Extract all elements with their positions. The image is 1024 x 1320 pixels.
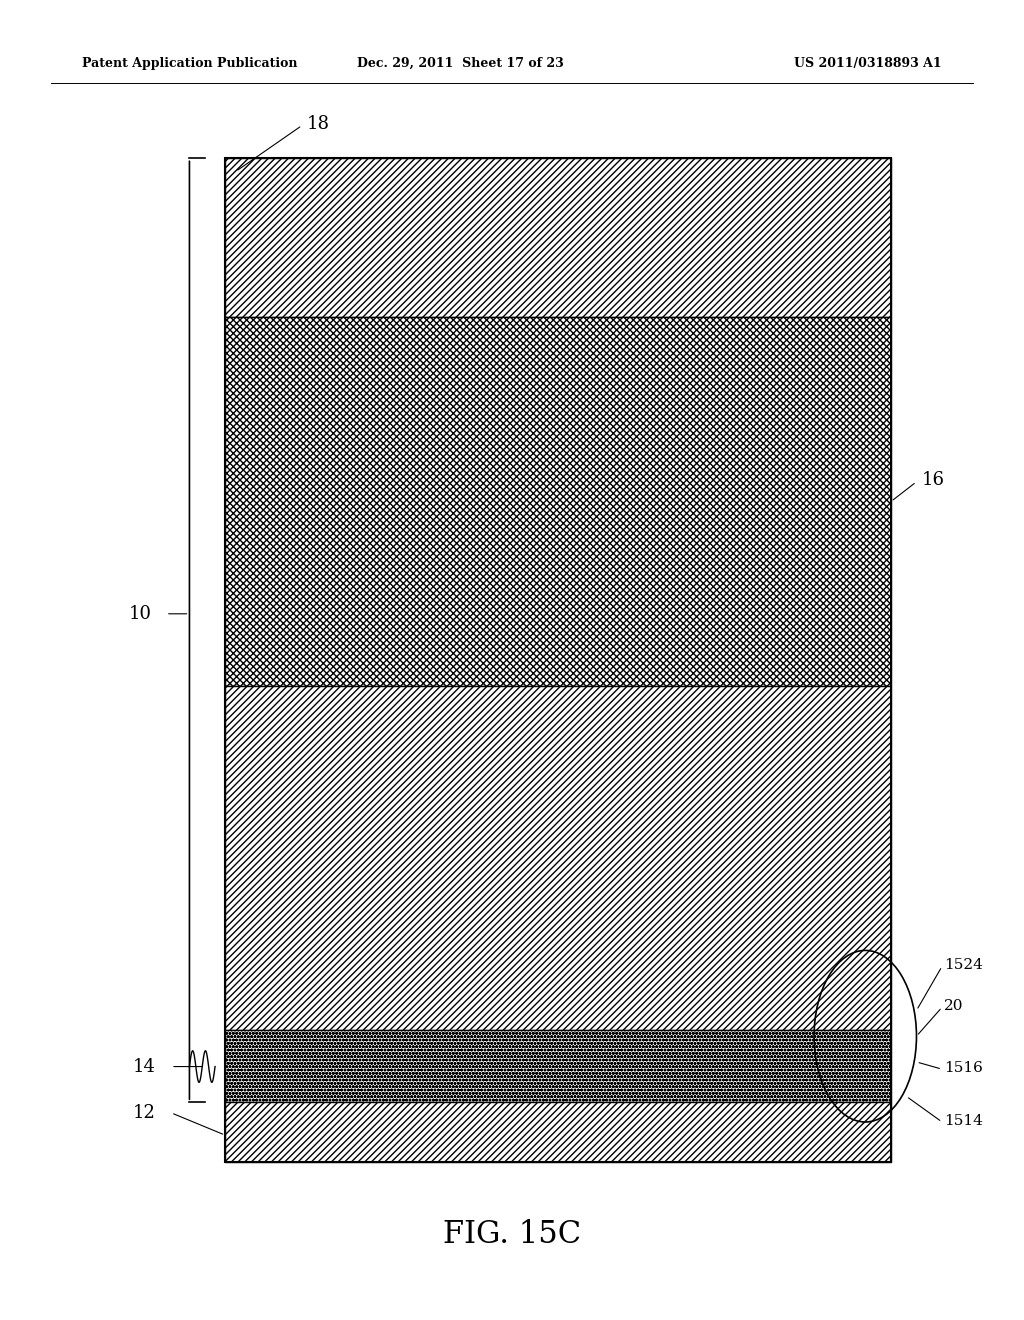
FancyBboxPatch shape	[225, 158, 891, 317]
FancyBboxPatch shape	[225, 317, 891, 686]
FancyBboxPatch shape	[225, 1102, 891, 1162]
Text: 1524: 1524	[944, 958, 983, 972]
Text: US 2011/0318893 A1: US 2011/0318893 A1	[795, 57, 942, 70]
FancyBboxPatch shape	[225, 1030, 891, 1102]
Bar	[225, 158, 891, 1162]
Text: 20: 20	[944, 999, 964, 1012]
Text: 1514: 1514	[944, 1114, 983, 1127]
Text: 1516: 1516	[944, 1061, 983, 1074]
Text: FIG. 15C: FIG. 15C	[443, 1218, 581, 1250]
Text: 12: 12	[133, 1104, 156, 1122]
Text: Dec. 29, 2011  Sheet 17 of 23: Dec. 29, 2011 Sheet 17 of 23	[357, 57, 564, 70]
Text: Patent Application Publication: Patent Application Publication	[82, 57, 297, 70]
Text: 14: 14	[133, 1057, 156, 1076]
Text: 10: 10	[129, 605, 152, 623]
Text: 16: 16	[922, 471, 944, 490]
FancyBboxPatch shape	[225, 686, 891, 1030]
Text: 18: 18	[307, 115, 330, 133]
